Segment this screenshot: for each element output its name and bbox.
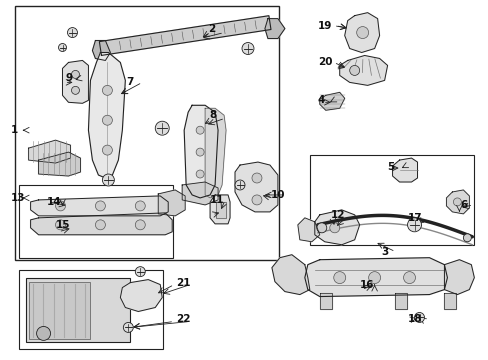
Polygon shape xyxy=(271,255,309,294)
Polygon shape xyxy=(314,210,359,245)
Circle shape xyxy=(349,66,359,75)
Polygon shape xyxy=(264,19,285,39)
Polygon shape xyxy=(158,190,185,216)
Polygon shape xyxy=(392,158,417,182)
Polygon shape xyxy=(319,293,331,310)
Text: 16: 16 xyxy=(359,280,373,289)
Polygon shape xyxy=(216,202,225,218)
Circle shape xyxy=(452,198,461,206)
Polygon shape xyxy=(319,92,344,110)
Circle shape xyxy=(251,173,262,183)
Text: 12: 12 xyxy=(330,210,345,220)
Polygon shape xyxy=(444,260,473,294)
Text: 19: 19 xyxy=(317,21,331,31)
Polygon shape xyxy=(394,293,406,310)
Polygon shape xyxy=(31,213,172,235)
Circle shape xyxy=(123,323,133,332)
Polygon shape xyxy=(31,196,168,216)
Polygon shape xyxy=(92,41,110,60)
Text: 5: 5 xyxy=(387,162,394,172)
Circle shape xyxy=(102,145,112,155)
Circle shape xyxy=(102,115,112,125)
Text: 20: 20 xyxy=(317,58,332,67)
Text: 15: 15 xyxy=(56,220,70,230)
Text: 13: 13 xyxy=(11,193,25,203)
Polygon shape xyxy=(304,258,447,297)
Polygon shape xyxy=(339,55,387,85)
Bar xyxy=(19,270,163,349)
Text: 9: 9 xyxy=(65,73,73,84)
Polygon shape xyxy=(235,162,277,212)
Text: 18: 18 xyxy=(407,314,421,324)
Text: 22: 22 xyxy=(176,314,190,324)
Polygon shape xyxy=(62,60,88,103)
Text: 21: 21 xyxy=(176,278,190,288)
Polygon shape xyxy=(182,182,218,205)
Polygon shape xyxy=(344,13,379,53)
Circle shape xyxy=(251,195,262,205)
Bar xyxy=(19,185,173,258)
Circle shape xyxy=(135,201,145,211)
Circle shape xyxy=(135,220,145,230)
Polygon shape xyxy=(39,152,81,176)
Text: 6: 6 xyxy=(459,200,467,210)
Circle shape xyxy=(56,220,65,230)
Circle shape xyxy=(95,220,105,230)
Bar xyxy=(25,278,130,342)
Polygon shape xyxy=(120,280,162,311)
Polygon shape xyxy=(184,105,218,198)
Circle shape xyxy=(67,28,77,37)
Bar xyxy=(15,6,278,260)
Circle shape xyxy=(403,272,415,284)
Circle shape xyxy=(414,312,424,323)
Polygon shape xyxy=(444,293,455,310)
Text: 11: 11 xyxy=(210,195,224,205)
Circle shape xyxy=(242,42,253,54)
Circle shape xyxy=(333,272,345,284)
Polygon shape xyxy=(446,190,468,214)
Polygon shape xyxy=(297,218,319,242)
Circle shape xyxy=(37,327,50,340)
Circle shape xyxy=(329,223,339,233)
Circle shape xyxy=(95,201,105,211)
Circle shape xyxy=(135,267,145,276)
Circle shape xyxy=(196,126,203,134)
Text: 3: 3 xyxy=(381,247,388,257)
Circle shape xyxy=(71,86,80,94)
Polygon shape xyxy=(210,195,229,224)
Circle shape xyxy=(356,27,368,39)
Text: 4: 4 xyxy=(317,95,325,105)
Polygon shape xyxy=(29,140,70,163)
Circle shape xyxy=(71,71,80,78)
Circle shape xyxy=(196,148,203,156)
Polygon shape xyxy=(99,16,270,55)
Bar xyxy=(29,282,90,339)
Circle shape xyxy=(155,121,169,135)
Circle shape xyxy=(463,234,470,242)
Circle shape xyxy=(407,218,421,232)
Text: 1: 1 xyxy=(11,125,18,135)
Bar xyxy=(309,155,473,245)
Circle shape xyxy=(235,180,244,190)
Circle shape xyxy=(102,174,114,186)
Text: 10: 10 xyxy=(270,190,285,200)
Text: 7: 7 xyxy=(126,77,133,87)
Circle shape xyxy=(196,170,203,178)
Text: 14: 14 xyxy=(46,197,61,207)
Text: 17: 17 xyxy=(407,213,421,223)
Text: 8: 8 xyxy=(209,110,216,120)
Polygon shape xyxy=(88,53,125,178)
Circle shape xyxy=(102,85,112,95)
Circle shape xyxy=(368,272,380,284)
Circle shape xyxy=(56,201,65,211)
Circle shape xyxy=(316,223,326,233)
Polygon shape xyxy=(204,108,225,198)
Circle shape xyxy=(59,44,66,51)
Text: 2: 2 xyxy=(208,24,215,33)
